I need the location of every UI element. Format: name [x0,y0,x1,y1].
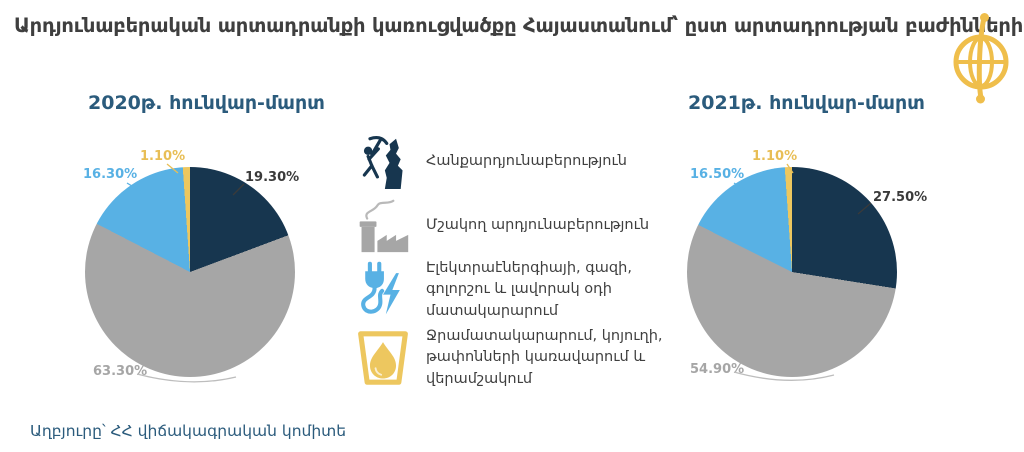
legend-item-manufacturing: Մշակող արդյունաբերություն [352,194,682,257]
slice-label-2020-electricity: 16.30% [83,167,138,182]
slice-label-2020-manufacturing: 63.30% [93,364,148,379]
legend-label-water: Ջրամատակարարում, կոյուղի, թափոնների կառա… [426,328,663,387]
miner-icon [352,134,414,190]
legend-item-water: Ջրամատակարարում, կոյուղի, թափոնների կառա… [352,323,682,393]
plug-icon [352,261,414,319]
pie-chart-2020 [85,167,295,377]
slice-label-2020-water: 1.10% [140,149,186,164]
slice-label-2020-mining: 19.30% [245,170,300,185]
pie-chart-2021 [687,167,897,377]
slice-label-2021-mining: 27.50% [873,190,928,205]
legend-item-mining: Հանքարդյունաբերություն [352,130,682,194]
legend-label-electricity: Էլեկտրաէներգիայի, գազի, գոլորշու և լավոր… [426,260,632,319]
legend-item-electricity: Էլեկտրաէներգիայի, գազի, գոլորշու և լավոր… [352,257,682,323]
armstat-logo [953,13,1009,104]
water-icon [352,329,414,387]
slice-label-2021-water: 1.10% [752,149,798,164]
chart-title-2020: 2020թ. հունվար-մարտ [88,92,325,114]
source-note: Աղբյուրը՝ ՀՀ վիճակագրական կոմիտե [30,422,347,440]
legend: Հանքարդյունաբերություն Մշակող արդյունաբե… [352,130,682,393]
factory-icon [352,197,414,255]
legend-label-mining: Հանքարդյունաբերություն [426,153,627,170]
legend-label-manufacturing: Մշակող արդյունաբերություն [426,216,650,233]
slice-label-2021-manufacturing: 54.90% [690,362,745,377]
page-title: Արդյունաբերական արտադրանքի կառուցվածքը Հ… [14,14,1024,37]
chart-title-2021: 2021թ. հունվար-մարտ [688,92,925,114]
slice-label-2021-electricity: 16.50% [690,167,745,182]
